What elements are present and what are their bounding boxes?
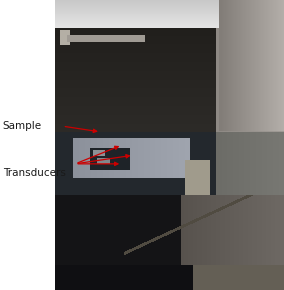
Text: Transducers: Transducers	[3, 168, 66, 177]
Text: Sample: Sample	[3, 121, 42, 131]
